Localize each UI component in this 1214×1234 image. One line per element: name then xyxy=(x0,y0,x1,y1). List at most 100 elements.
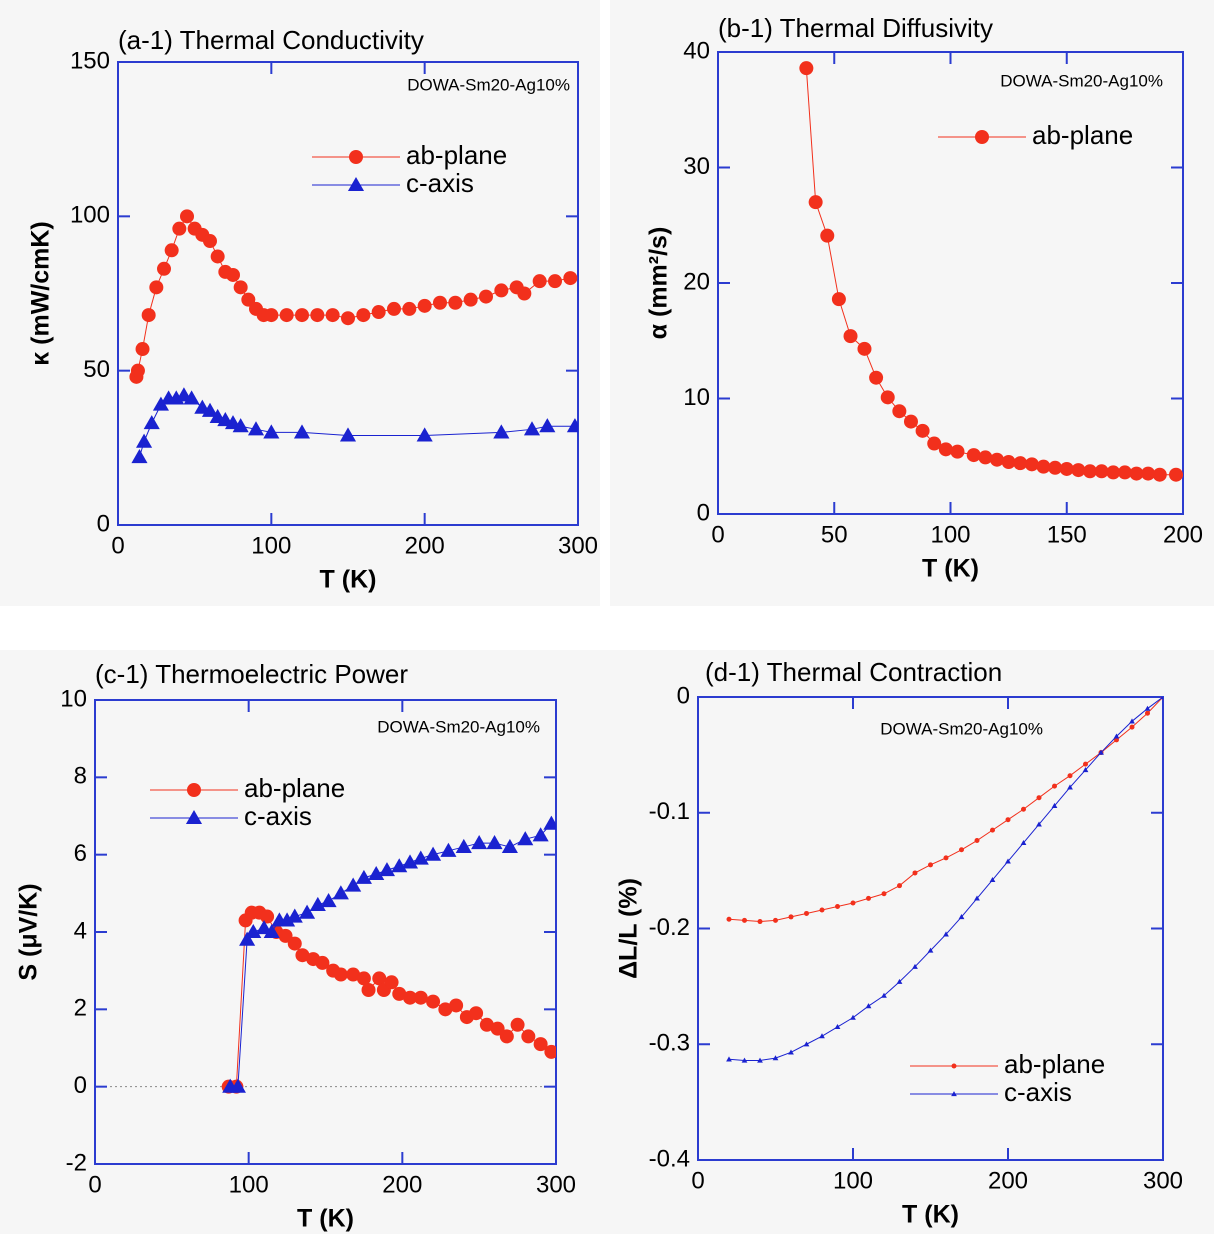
chart: (a-1) Thermal Conductivity 0 50 100 150 0 100 2… xyxy=(27,25,598,594)
y-tick-label: 2 xyxy=(74,995,87,1022)
marker xyxy=(517,831,534,846)
marker xyxy=(201,402,219,417)
marker xyxy=(1021,806,1026,812)
legend-marker xyxy=(975,130,989,144)
marker xyxy=(1005,858,1011,864)
marker xyxy=(1113,733,1120,739)
marker xyxy=(278,928,293,943)
marker xyxy=(425,846,442,861)
marker xyxy=(741,1057,748,1063)
series xyxy=(129,209,578,384)
marker xyxy=(869,370,884,385)
marker xyxy=(757,1057,763,1063)
marker xyxy=(788,1049,794,1055)
marker xyxy=(857,341,872,356)
marker xyxy=(1071,463,1086,478)
marker xyxy=(1117,465,1132,480)
x-tick-label: 300 xyxy=(536,1171,576,1198)
marker xyxy=(1001,455,1016,470)
series xyxy=(221,905,556,1094)
marker xyxy=(865,1003,872,1009)
marker xyxy=(539,418,556,433)
y-tick-label: 40 xyxy=(683,37,710,64)
chart: (d-1) Thermal Contraction -0.4 -0.3 -0.2 -0.… xyxy=(615,657,1183,1229)
marker xyxy=(299,904,316,919)
marker xyxy=(157,261,171,276)
x-tick-label: 0 xyxy=(711,521,724,548)
marker xyxy=(532,827,549,842)
marker xyxy=(229,1078,246,1093)
marker xyxy=(247,421,265,436)
x-axis-label: T (K) xyxy=(320,566,377,594)
marker xyxy=(345,877,362,892)
marker xyxy=(325,308,340,323)
marker xyxy=(295,308,309,323)
marker xyxy=(136,433,153,448)
x-tick-label: 200 xyxy=(1163,521,1203,548)
marker xyxy=(378,862,396,877)
marker xyxy=(819,907,825,913)
legend-marker xyxy=(187,783,201,797)
marker xyxy=(834,1024,841,1030)
marker xyxy=(772,1055,779,1061)
marker xyxy=(286,908,303,923)
marker xyxy=(896,978,903,984)
marker xyxy=(264,308,279,323)
marker xyxy=(974,838,980,844)
legend-marker xyxy=(951,1091,957,1097)
marker xyxy=(263,923,280,939)
marker xyxy=(455,838,472,853)
marker xyxy=(835,904,840,910)
y-tick-label: -0.2 xyxy=(649,914,690,941)
marker xyxy=(881,891,887,897)
marker xyxy=(413,990,428,1005)
marker xyxy=(1036,821,1042,827)
series xyxy=(726,697,1163,1063)
marker xyxy=(510,1017,525,1032)
marker xyxy=(544,1044,556,1059)
marker xyxy=(387,301,401,316)
marker xyxy=(532,274,547,289)
marker xyxy=(493,424,510,439)
marker xyxy=(843,329,858,344)
marker xyxy=(449,998,464,1013)
marker xyxy=(978,450,993,465)
marker xyxy=(416,427,433,442)
marker xyxy=(279,912,296,927)
marker xyxy=(903,414,918,429)
y-tick-label: -0.3 xyxy=(649,1030,690,1057)
marker xyxy=(469,1006,484,1021)
marker xyxy=(757,919,763,925)
marker xyxy=(412,850,429,865)
marker xyxy=(486,835,503,850)
chart-title: (a-1) Thermal Conductivity xyxy=(118,25,424,55)
series xyxy=(222,815,556,1093)
marker xyxy=(391,858,408,873)
marker xyxy=(1083,464,1097,479)
marker xyxy=(927,947,934,953)
marker xyxy=(938,442,953,457)
marker xyxy=(293,424,311,439)
y-tick-label: 20 xyxy=(683,268,710,295)
marker xyxy=(808,195,823,210)
marker xyxy=(384,975,399,990)
y-tick-label: -2 xyxy=(66,1149,87,1176)
marker xyxy=(548,274,562,289)
y-tick-label: 50 xyxy=(83,356,110,383)
marker xyxy=(356,971,371,986)
marker xyxy=(490,1021,505,1036)
y-tick-label: 30 xyxy=(683,153,710,180)
marker xyxy=(499,1029,514,1044)
marker xyxy=(401,854,419,869)
marker xyxy=(990,827,995,833)
marker xyxy=(440,842,457,857)
y-tick-label: 0 xyxy=(677,682,690,709)
marker xyxy=(803,1041,810,1047)
legend-marker xyxy=(951,1063,957,1069)
marker xyxy=(1106,465,1121,480)
y-tick-label: 10 xyxy=(60,685,87,712)
marker xyxy=(417,298,432,313)
marker xyxy=(143,415,160,430)
chart-title: (b-1) Thermal Diffusivity xyxy=(718,13,993,43)
marker xyxy=(831,292,846,307)
